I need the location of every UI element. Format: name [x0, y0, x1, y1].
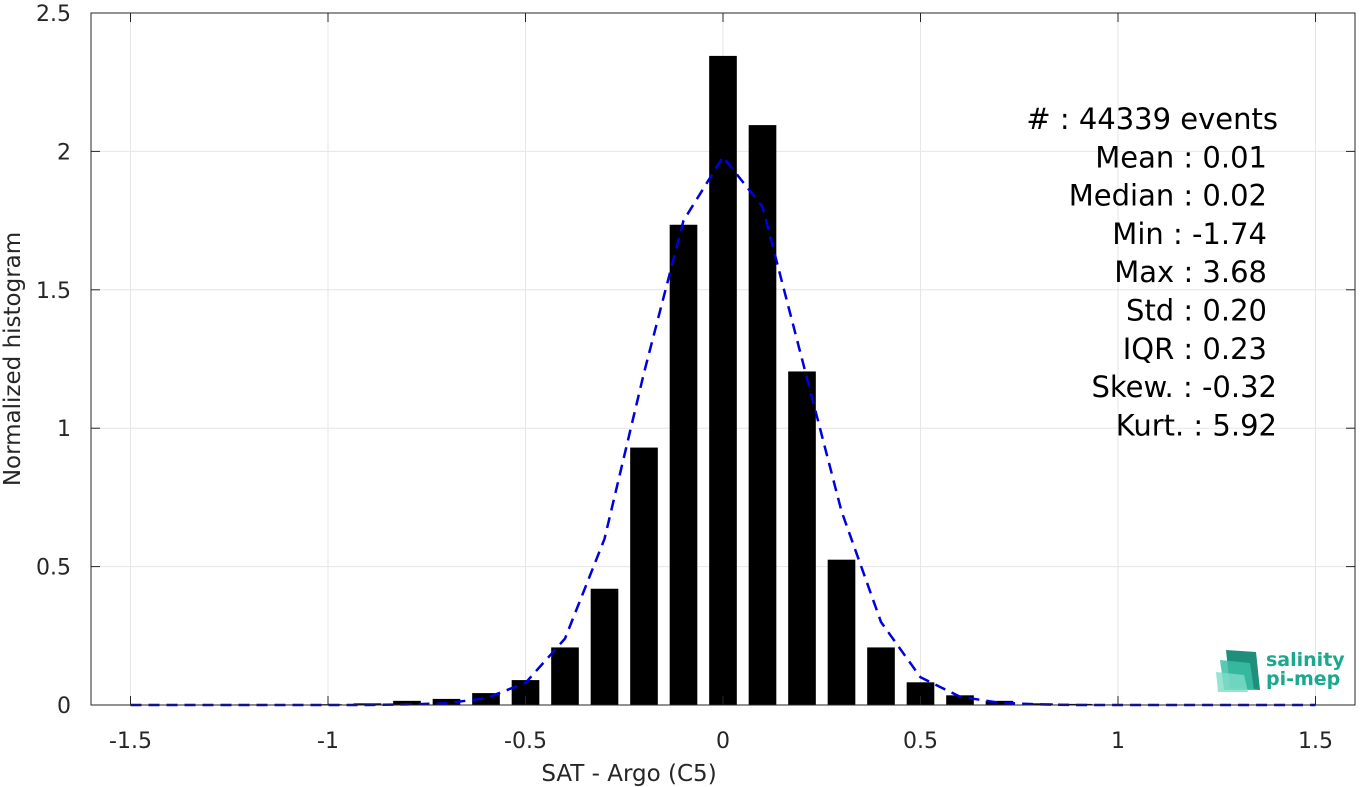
bar-9 [472, 693, 500, 705]
bar-11 [551, 647, 579, 705]
stats-annotations: # : 44339 events Mean : 0.01 Median : 0.02… [1026, 102, 1278, 442]
bar-7 [393, 700, 421, 705]
axis-ticks [91, 12, 1355, 706]
y-tick-labels: 0 0.5 1 1.5 2 2.5 [36, 2, 71, 719]
y-tick-label-4: 2 [57, 140, 71, 165]
y-axis-label: Normalized histogram [0, 232, 26, 486]
x-tick-label-0: -1.5 [109, 729, 152, 754]
x-tick-labels: -1.5 -1 -0.5 0 0.5 1 1.5 [109, 729, 1333, 754]
stat-line-7: Skew. : -0.32 [1091, 370, 1277, 404]
stat-line-5: Std : 0.20 [1126, 294, 1267, 328]
bar-23 [1025, 703, 1053, 705]
bar-13 [630, 447, 658, 705]
bar-15 [709, 55, 737, 706]
bar-14 [669, 224, 698, 705]
y-tick-label-3: 1.5 [36, 279, 71, 304]
stat-line-8: Kurt. : 5.92 [1116, 408, 1277, 442]
salinity-pimep-logo: salinity pi-mep [1216, 649, 1345, 692]
bar-20 [906, 682, 935, 705]
x-tick-label-5: 1 [1111, 729, 1125, 754]
logo-icon [1216, 650, 1260, 692]
logo-text-pimep: pi-mep [1266, 668, 1340, 690]
stat-line-2: Median : 0.02 [1069, 179, 1267, 213]
y-tick-label-5: 2.5 [36, 2, 71, 27]
stat-line-4: Max : 3.68 [1114, 255, 1267, 289]
y-tick-label-2: 1 [57, 417, 71, 442]
y-tick-label-0: 0 [57, 694, 71, 719]
histogram-bars [116, 55, 1330, 706]
x-axis-label: SAT - Argo (C5) [541, 761, 716, 787]
bar-8 [432, 698, 461, 705]
bar-16 [748, 125, 777, 705]
bar-18 [827, 559, 856, 705]
stat-line-6: IQR : 0.23 [1123, 332, 1267, 366]
bar-21 [946, 695, 974, 705]
y-tick-label-1: 0.5 [36, 556, 71, 581]
stat-line-3: Min : -1.74 [1112, 217, 1267, 251]
logo-text-salinity: salinity [1266, 649, 1345, 671]
x-tick-label-4: 0.5 [903, 729, 938, 754]
x-tick-label-2: -0.5 [504, 729, 547, 754]
x-tick-label-1: -1 [317, 729, 339, 754]
stat-line-0: # : 44339 events [1026, 102, 1278, 136]
bar-19 [867, 647, 895, 705]
bar-17 [788, 371, 816, 705]
bar-22 [985, 700, 1014, 705]
x-tick-label-6: 1.5 [1298, 729, 1333, 754]
stat-line-1: Mean : 0.01 [1095, 140, 1267, 174]
x-tick-label-3: 0 [716, 729, 730, 754]
bar-12 [590, 588, 619, 705]
